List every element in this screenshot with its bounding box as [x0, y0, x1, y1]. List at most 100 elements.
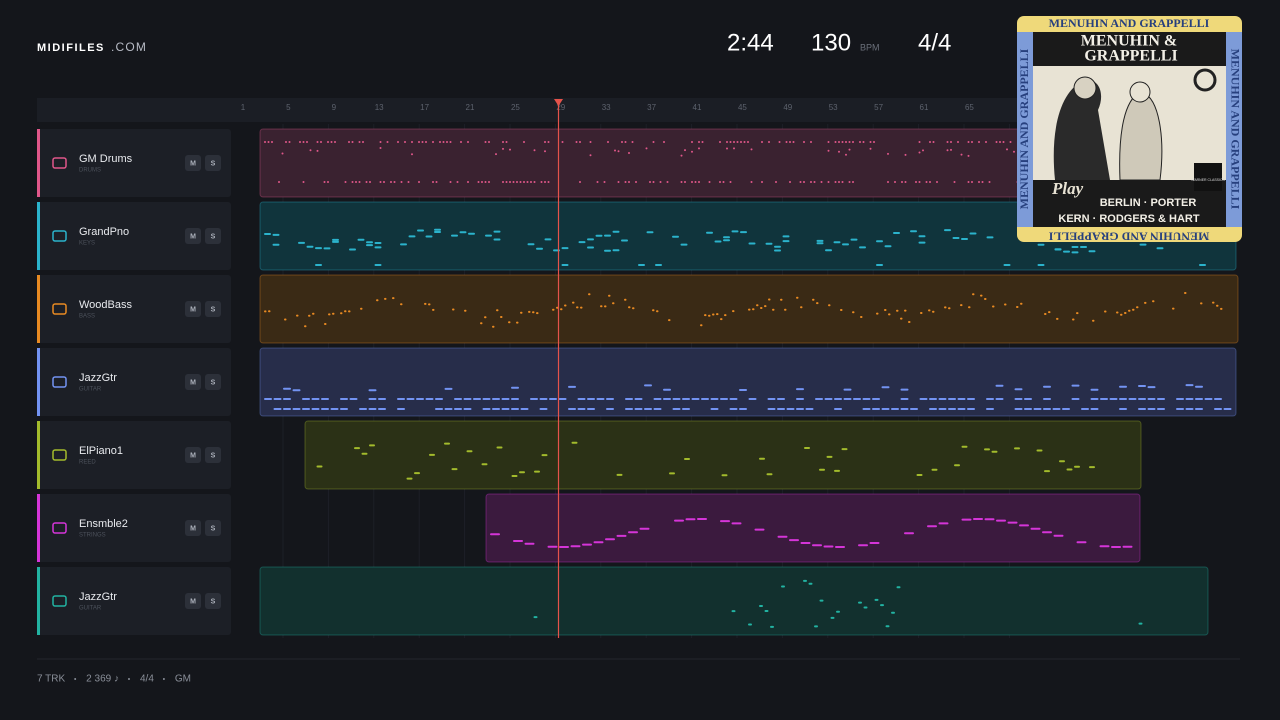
note — [527, 243, 535, 246]
note — [848, 141, 851, 143]
note — [596, 181, 599, 183]
solo-label: S — [211, 452, 216, 459]
solo-button[interactable] — [205, 228, 221, 244]
note — [646, 231, 654, 234]
note — [916, 474, 923, 476]
note — [496, 309, 499, 312]
note — [1214, 408, 1222, 410]
note — [733, 141, 735, 143]
note — [1080, 246, 1087, 248]
track-name: Ensmble2 — [79, 518, 128, 530]
note — [876, 240, 883, 243]
mute-label: M — [190, 452, 196, 459]
note — [384, 297, 387, 300]
note — [588, 293, 591, 296]
track: GM Drums DRUMS M S — [37, 128, 1236, 198]
note — [891, 611, 895, 614]
note — [881, 386, 890, 389]
note — [961, 518, 972, 521]
note — [872, 408, 880, 410]
note — [750, 148, 753, 151]
note — [1009, 141, 1012, 143]
note — [625, 408, 633, 410]
time: 2:44 — [727, 29, 774, 56]
track-header — [37, 494, 231, 562]
note — [918, 181, 921, 183]
footer-stat: 4/4 — [140, 674, 154, 685]
note — [777, 398, 785, 400]
note — [680, 181, 683, 183]
solo-button[interactable] — [205, 447, 221, 463]
note — [653, 398, 662, 400]
note — [368, 408, 377, 410]
album-line: BERLIN · PORTER — [1100, 197, 1197, 209]
solo-button[interactable] — [205, 301, 221, 317]
note — [632, 307, 635, 310]
track-icon — [52, 376, 67, 388]
note — [434, 228, 441, 231]
mute-button[interactable] — [185, 155, 201, 171]
note — [1100, 398, 1108, 400]
mute-button[interactable] — [185, 593, 201, 609]
note — [796, 296, 799, 299]
note — [501, 408, 510, 410]
mute-button[interactable] — [185, 301, 201, 317]
note — [547, 141, 550, 143]
note — [732, 310, 735, 313]
note — [320, 141, 322, 143]
album-border: MENUHIN AND GRAPPELLI — [1228, 49, 1242, 210]
note — [616, 534, 627, 537]
note — [480, 322, 483, 325]
note — [876, 264, 883, 266]
track-color — [37, 567, 40, 635]
note — [481, 181, 483, 183]
track-icon — [52, 303, 67, 315]
note — [785, 141, 788, 143]
note — [972, 293, 975, 296]
note — [652, 181, 655, 183]
solo-button[interactable] — [205, 155, 221, 171]
note — [726, 147, 728, 150]
note — [323, 247, 331, 250]
note — [684, 149, 686, 152]
note — [748, 398, 757, 400]
note — [365, 181, 368, 183]
track-category: GUITAR — [79, 606, 102, 612]
note — [925, 181, 928, 183]
clip — [259, 347, 1237, 417]
note — [376, 299, 379, 302]
note — [900, 398, 909, 400]
note — [674, 519, 684, 522]
note — [733, 147, 735, 150]
solo-button[interactable] — [205, 520, 221, 536]
note — [482, 408, 491, 410]
note — [777, 535, 788, 538]
note — [659, 181, 662, 183]
solo-button[interactable] — [205, 593, 221, 609]
note — [716, 313, 719, 316]
note — [840, 309, 843, 311]
note — [397, 408, 405, 410]
note — [283, 387, 291, 390]
note — [575, 141, 578, 143]
mute-button[interactable] — [185, 520, 201, 536]
note — [691, 150, 693, 153]
solo-label: S — [211, 233, 216, 240]
mute-button[interactable] — [185, 374, 201, 390]
note — [604, 249, 611, 252]
note — [349, 248, 356, 251]
note — [316, 141, 319, 143]
note — [720, 520, 730, 523]
note — [918, 235, 926, 238]
note — [984, 518, 995, 521]
note — [731, 230, 739, 233]
mute-button[interactable] — [185, 447, 201, 463]
note — [634, 408, 643, 410]
solo-button[interactable] — [205, 374, 221, 390]
note — [288, 141, 291, 143]
note — [283, 408, 291, 410]
note — [523, 141, 525, 143]
mute-button[interactable] — [185, 228, 201, 244]
note — [451, 234, 458, 237]
note — [862, 141, 865, 143]
